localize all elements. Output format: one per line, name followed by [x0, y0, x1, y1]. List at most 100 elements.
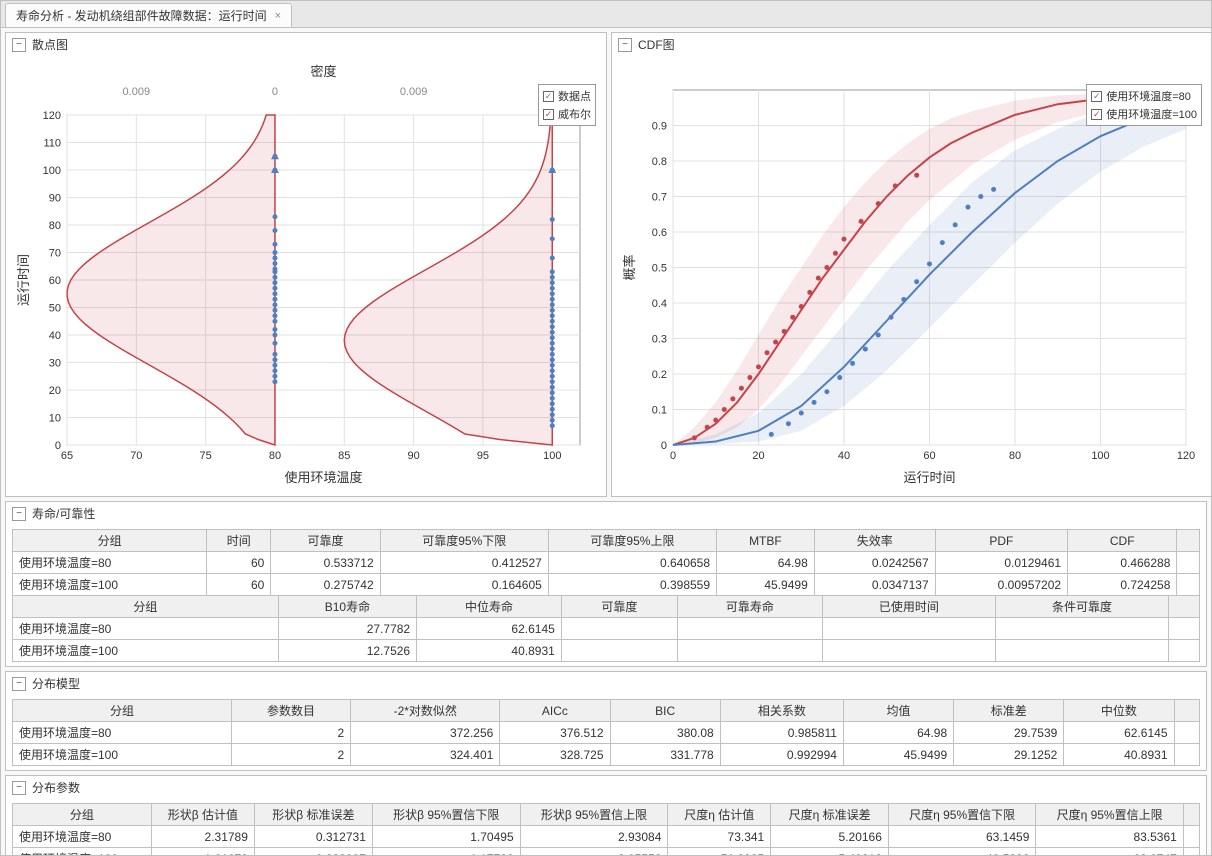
column-header: 尺度η 95%置信上限: [1036, 804, 1183, 826]
svg-text:80: 80: [49, 220, 61, 232]
column-header-spacer: [1169, 596, 1200, 618]
value-cell: [822, 640, 995, 662]
checkbox-icon[interactable]: ✓: [543, 91, 554, 102]
svg-text:10: 10: [49, 413, 61, 425]
svg-text:100: 100: [43, 165, 61, 177]
value-cell: 328.725: [500, 744, 610, 766]
checkbox-icon[interactable]: ✓: [1091, 91, 1102, 102]
collapse-icon[interactable]: −: [12, 38, 26, 52]
panel-title: CDF图: [638, 36, 675, 53]
svg-text:50: 50: [49, 303, 61, 315]
panel-title: 散点图: [32, 36, 68, 53]
column-header: 可靠度95%下限: [380, 530, 548, 552]
tab-bar: 寿命分析 - 发动机绕组部件故障数据：运行时间 ×: [1, 1, 1211, 28]
cdf-chart: 02040608010012000.10.20.30.40.50.60.70.8…: [612, 56, 1211, 496]
column-header: 尺度η 估计值: [668, 804, 771, 826]
table-row: 使用环境温度=1002324.401328.725331.7780.992994…: [13, 744, 1200, 766]
value-cell: 29.1252: [954, 744, 1064, 766]
value-cell: 0.985811: [720, 722, 843, 744]
params-panel: − 分布参数 分组形状β 估计值形状β 标准误差形状β 95%置信下限形状β 9…: [5, 775, 1207, 855]
legend-item[interactable]: ✓ 数据点: [543, 87, 591, 105]
tab-title: 寿命分析 - 发动机绕组部件故障数据：运行时间: [16, 7, 267, 24]
value-cell: 63.1459: [888, 826, 1035, 848]
value-cell: 0.0129461: [935, 552, 1067, 574]
legend-label: 数据点: [558, 88, 591, 104]
column-header: 可靠度: [271, 530, 380, 552]
value-cell: [561, 618, 677, 640]
column-header: BIC: [610, 700, 720, 722]
value-cell: [561, 640, 677, 662]
group-cell: 使用环境温度=100: [13, 640, 279, 662]
value-cell: 45.9499: [717, 574, 815, 596]
collapse-icon[interactable]: −: [12, 507, 26, 521]
column-header: 时间: [207, 530, 271, 552]
collapse-icon[interactable]: −: [618, 38, 632, 52]
value-cell: 324.401: [351, 744, 500, 766]
model-panel: − 分布模型 分组参数数目-2*对数似然AICcBIC相关系数均值标准差中位数使…: [5, 671, 1207, 771]
svg-text:110: 110: [43, 138, 61, 150]
value-cell: [678, 618, 823, 640]
table-row: 使用环境温度=8027.778262.6145: [13, 618, 1200, 640]
spacer-cell: [1183, 826, 1199, 848]
checkbox-icon[interactable]: ✓: [1091, 109, 1102, 120]
svg-text:60: 60: [923, 450, 935, 462]
column-header: 中位数: [1064, 700, 1174, 722]
value-cell: 2: [231, 744, 350, 766]
collapse-icon[interactable]: −: [12, 781, 26, 795]
svg-text:0.5: 0.5: [652, 263, 667, 275]
value-cell: 0.0347137: [814, 574, 935, 596]
spacer-cell: [1169, 618, 1200, 640]
column-header: 分组: [13, 596, 279, 618]
legend-item[interactable]: ✓ 使用环境温度=80: [1091, 87, 1197, 105]
value-cell: 0.164605: [380, 574, 548, 596]
spacer-cell: [1174, 744, 1199, 766]
close-icon[interactable]: ×: [275, 10, 281, 22]
svg-text:0.8: 0.8: [652, 156, 667, 168]
value-cell: 0.640658: [548, 552, 716, 574]
svg-text:80: 80: [269, 450, 281, 462]
legend-item[interactable]: ✓ 威布尔: [543, 105, 591, 123]
group-cell: 使用环境温度=100: [13, 574, 207, 596]
document-tab[interactable]: 寿命分析 - 发动机绕组部件故障数据：运行时间 ×: [5, 3, 292, 27]
value-cell: 29.7539: [954, 722, 1064, 744]
value-cell: 1.17788: [372, 848, 520, 856]
svg-text:80: 80: [1009, 450, 1021, 462]
value-cell: 40.5222: [888, 848, 1035, 856]
column-header-spacer: [1177, 530, 1200, 552]
svg-text:30: 30: [49, 358, 61, 370]
svg-text:0.9: 0.9: [652, 121, 667, 133]
svg-text:概率: 概率: [622, 254, 637, 280]
svg-text:运行时间: 运行时间: [16, 254, 31, 306]
column-header: AICc: [500, 700, 610, 722]
app-window: 寿命分析 - 发动机绕组部件故障数据：运行时间 × − 散点图 65707580…: [0, 0, 1212, 856]
group-cell: 使用环境温度=100: [13, 848, 152, 856]
svg-text:0: 0: [55, 440, 61, 452]
svg-text:60: 60: [49, 275, 61, 287]
svg-text:0.009: 0.009: [123, 86, 151, 98]
scatter-chart: 6570758085909510001020304050607080901001…: [6, 56, 606, 496]
legend-item[interactable]: ✓ 使用环境温度=100: [1091, 105, 1197, 123]
value-cell: 1.61673: [151, 848, 254, 856]
table-row: 使用环境温度=802372.256376.512380.080.98581164…: [13, 722, 1200, 744]
svg-text:0: 0: [661, 440, 667, 452]
group-cell: 使用环境温度=100: [13, 744, 232, 766]
collapse-icon[interactable]: −: [12, 677, 26, 691]
value-cell: 0.992994: [720, 744, 843, 766]
value-cell: 0.398559: [548, 574, 716, 596]
column-header: 标准差: [954, 700, 1064, 722]
table-row: 使用环境温度=80600.5337120.4125270.64065864.98…: [13, 552, 1200, 574]
value-cell: 12.7526: [278, 640, 416, 662]
value-cell: 62.6145: [417, 618, 562, 640]
checkbox-icon[interactable]: ✓: [543, 109, 554, 120]
svg-text:100: 100: [1091, 450, 1109, 462]
life-panel: − 寿命/可靠性 分组时间可靠度可靠度95%下限可靠度95%上限MTBF失效率P…: [5, 501, 1207, 667]
value-cell: 64.98: [717, 552, 815, 574]
column-header: 分组: [13, 530, 207, 552]
value-cell: [678, 640, 823, 662]
value-cell: 0.275742: [271, 574, 380, 596]
svg-text:0.3: 0.3: [652, 334, 667, 346]
value-cell: 376.512: [500, 722, 610, 744]
value-cell: [995, 640, 1168, 662]
column-header: 已使用时间: [822, 596, 995, 618]
legend-label: 威布尔: [558, 106, 591, 122]
